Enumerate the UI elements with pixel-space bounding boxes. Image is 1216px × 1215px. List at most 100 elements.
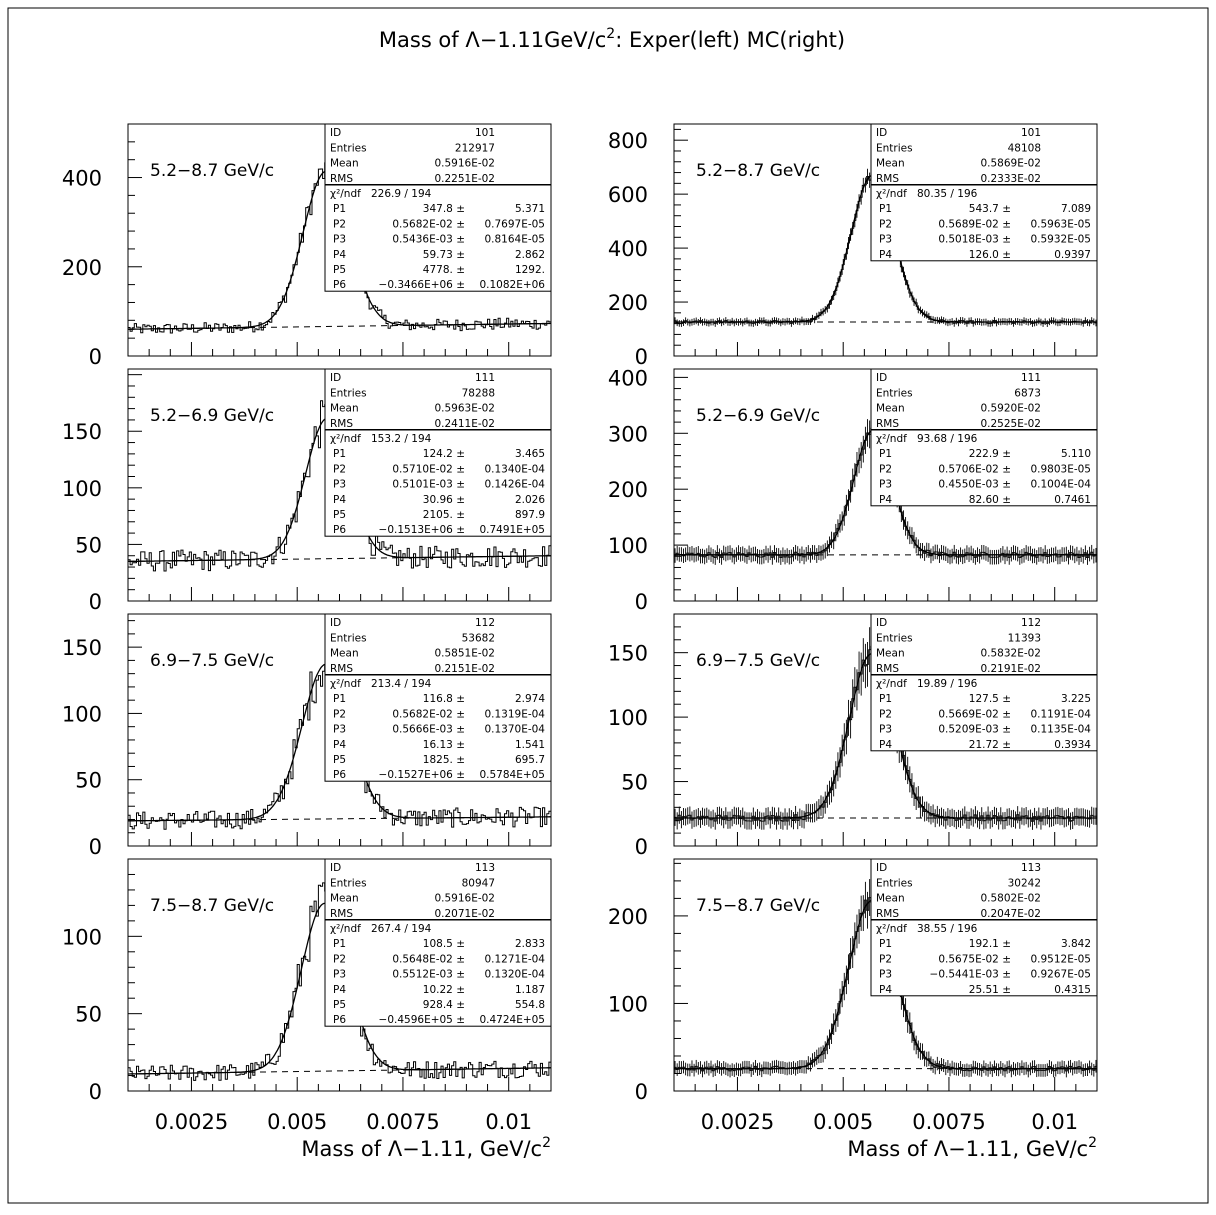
stats-box-frame	[324, 858, 552, 1027]
y-tick-label: 100	[608, 706, 648, 730]
x-axis-label-sup: 2	[1088, 1135, 1097, 1151]
x-axis-label-sup: 2	[542, 1135, 551, 1151]
panel-exper-2: 0 50 100 150 5.2−6.9 GeV/c ID 111 Entries 78288 M…	[62, 368, 552, 614]
stats-value-entries: 78288	[462, 387, 495, 399]
param-value: 127.5 ±	[969, 693, 1011, 705]
param-value: 0.5209E-03 ±	[938, 724, 1011, 736]
param-value: 0.5666E-03 ±	[392, 724, 465, 736]
stats-value-entries: 212917	[455, 142, 495, 154]
param-error: 0.4315	[1054, 984, 1091, 996]
param-name: P1	[879, 693, 892, 705]
param-error: 2.974	[515, 693, 545, 705]
x-tick-label: 0.0025	[701, 1110, 774, 1134]
y-tick-label: 150	[62, 636, 102, 660]
stats-key-chi2: χ²/ndf	[330, 188, 361, 200]
param-error: 0.7697E-05	[484, 218, 545, 230]
param-name: P1	[333, 693, 346, 705]
param-error: 5.110	[1061, 448, 1091, 460]
stats-value-rms: 0.2047E-02	[980, 908, 1041, 920]
x-axis-label-main: Mass of Λ−1.11, GeV/c	[301, 1137, 542, 1161]
figure-border	[7, 7, 1209, 1204]
param-value: 108.5 ±	[423, 938, 465, 950]
stats-value-id: 113	[1021, 862, 1041, 874]
param-name: P3	[879, 724, 892, 736]
stats-value-mean: 0.5916E-02	[434, 158, 495, 170]
param-value: 928.4 ±	[423, 999, 465, 1011]
stats-value-mean: 0.5963E-02	[434, 403, 495, 415]
panel-mc-1: 0 200 400 600 800 5.2−8.7 GeV/c ID 101 Entries 48…	[608, 123, 1098, 369]
stats-key-chi2: χ²/ndf	[876, 433, 907, 445]
param-value: 0.5669E-02 ±	[938, 708, 1011, 720]
param-name: P1	[879, 448, 892, 460]
param-name: P4	[879, 249, 892, 261]
panel-mc-2: 0 100 200 300 400 5.2−6.9 GeV/c ID 111 Entries 68…	[608, 366, 1098, 614]
param-name: P6	[333, 279, 346, 291]
stats-value-id: 111	[475, 372, 495, 384]
param-name: P1	[879, 203, 892, 215]
stats-value-rms: 0.2251E-02	[434, 173, 495, 185]
stats-box-frame	[870, 858, 1098, 997]
param-error: 2.026	[515, 494, 545, 506]
stats-key-rms: RMS	[330, 908, 353, 920]
y-tick-label: 600	[608, 183, 648, 207]
param-error: 7.089	[1061, 203, 1091, 215]
y-tick-label: 200	[608, 905, 648, 929]
y-tick-label: 50	[75, 1003, 102, 1027]
y-tick-label: 50	[75, 533, 102, 557]
stats-key-chi2: χ²/ndf	[330, 678, 361, 690]
param-error: 0.7461	[1054, 494, 1091, 506]
stats-key-chi2: χ²/ndf	[330, 923, 361, 935]
param-error: 0.5963E-05	[1030, 218, 1091, 230]
stats-key-entries: Entries	[876, 142, 913, 154]
param-name: P4	[333, 739, 346, 751]
param-value: 82.60 ±	[969, 494, 1011, 506]
panel-exper-3: 0 50 100 150 6.9−7.5 GeV/c ID 112 Entries 53682 M…	[62, 613, 552, 859]
param-name: P2	[879, 953, 892, 965]
param-name: P2	[879, 463, 892, 475]
bin-label: 5.2−8.7 GeV/c	[696, 161, 820, 181]
stats-value-id: 111	[1021, 372, 1041, 384]
stats-key-entries: Entries	[330, 142, 367, 154]
stats-key-chi2: χ²/ndf	[330, 433, 361, 445]
y-tick-label: 100	[608, 534, 648, 558]
param-name: P2	[333, 463, 346, 475]
stats-box-frame	[324, 368, 552, 537]
x-tick-label: 0.01	[485, 1110, 532, 1134]
param-value: −0.5441E-03 ±	[930, 969, 1011, 981]
param-error: 0.3934	[1054, 739, 1091, 751]
param-value: 4778. ±	[423, 264, 465, 276]
panel-mc-3: 0 50 100 150 6.9−7.5 GeV/c ID 112 Entries 11393 M…	[608, 613, 1098, 859]
param-name: P1	[333, 203, 346, 215]
stats-key-mean: Mean	[330, 893, 359, 905]
param-error: 897.9	[515, 509, 545, 521]
y-tick-label: 0	[635, 835, 648, 859]
param-value: 192.1 ±	[969, 938, 1011, 950]
param-value: 0.5648E-02 ±	[392, 953, 465, 965]
param-value: 0.5101E-03 ±	[392, 479, 465, 491]
stats-key-mean: Mean	[876, 158, 905, 170]
bin-label: 5.2−8.7 GeV/c	[150, 161, 274, 181]
stats-key-chi2: χ²/ndf	[876, 678, 907, 690]
param-error: 0.9267E-05	[1030, 969, 1091, 981]
param-name: P3	[879, 234, 892, 246]
stats-key-rms: RMS	[330, 173, 353, 185]
y-tick-label: 100	[62, 477, 102, 501]
param-name: P1	[333, 448, 346, 460]
param-error: 0.5932E-05	[1030, 234, 1091, 246]
y-tick-label: 0	[89, 590, 102, 614]
stats-value-chi2: 226.9 / 194	[371, 188, 432, 200]
param-value: 347.8 ±	[423, 203, 465, 215]
param-value: 222.9 ±	[969, 448, 1011, 460]
stats-key-id: ID	[330, 617, 341, 629]
param-name: P1	[879, 938, 892, 950]
param-error: 3.465	[515, 448, 545, 460]
param-value: 116.8 ±	[423, 693, 465, 705]
stats-value-rms: 0.2333E-02	[980, 173, 1041, 185]
y-tick-label: 0	[89, 1080, 102, 1104]
stats-key-id: ID	[876, 617, 887, 629]
bin-label: 7.5−8.7 GeV/c	[696, 896, 820, 916]
param-value: 25.51 ±	[969, 984, 1011, 996]
stats-value-rms: 0.2411E-02	[434, 418, 495, 430]
